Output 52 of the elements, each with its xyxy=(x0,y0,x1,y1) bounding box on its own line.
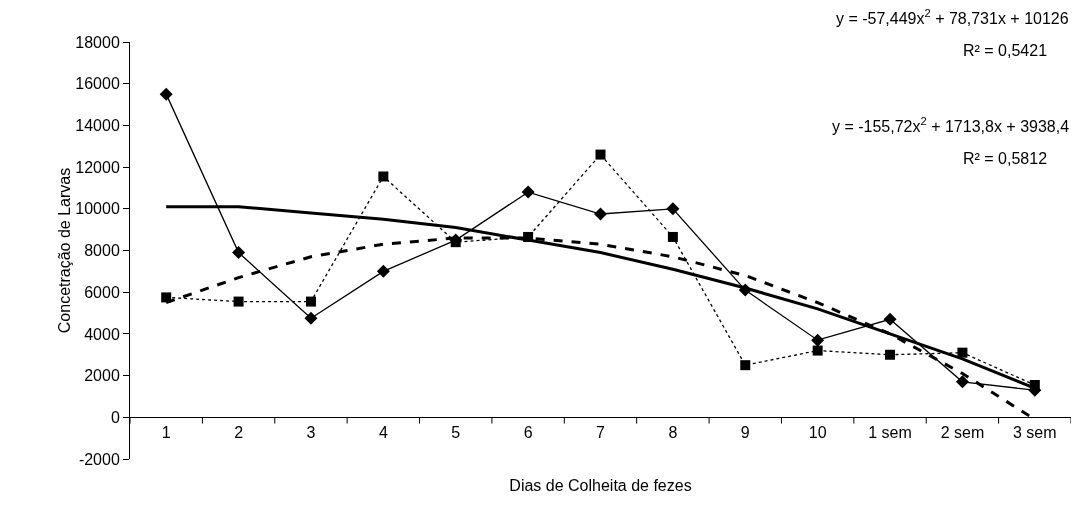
x-tick-label: 4 xyxy=(378,423,388,441)
y-axis-title: Concetração de Larvas xyxy=(56,167,74,334)
y-tick-label: -2000 xyxy=(78,450,120,468)
x-tick-label: 6 xyxy=(523,423,533,441)
point xyxy=(521,185,535,199)
text: y = -57,449x$^{2}$ + 78,731x + 10126 xyxy=(836,7,1069,27)
x-tick-label: 1 sem xyxy=(868,423,912,441)
x-tick-label: 10 xyxy=(808,423,827,441)
point xyxy=(304,311,318,325)
point xyxy=(594,207,607,221)
x-tick-label: 7 xyxy=(596,423,606,441)
x-tick-label: 9 xyxy=(740,423,750,441)
x-tick-label: 8 xyxy=(668,423,678,441)
point xyxy=(666,202,680,216)
point xyxy=(738,283,752,297)
point xyxy=(883,312,897,326)
x-axis-title: Dias de Colheita de fezes xyxy=(509,477,692,495)
point xyxy=(811,333,825,347)
point xyxy=(885,349,896,360)
point xyxy=(305,296,316,307)
point xyxy=(955,375,969,389)
point xyxy=(812,345,823,356)
annotation: R² = 0,5421 xyxy=(963,42,1048,59)
annotation: y = -155,72x$^{2}$ + 1713,8x + 3938,4 xyxy=(832,115,1070,135)
point xyxy=(159,87,173,101)
x-tick-label: 1 xyxy=(161,423,171,441)
point xyxy=(740,360,751,371)
x-tick-label: 3 sem xyxy=(1013,423,1057,441)
x-tick-label: 2 sem xyxy=(940,423,985,441)
point xyxy=(232,246,246,260)
point xyxy=(233,296,244,307)
point xyxy=(161,292,172,303)
point xyxy=(523,231,534,242)
annotation: R² = 0,5812 xyxy=(963,150,1048,167)
y-tick-label: 10000 xyxy=(75,200,120,218)
x-tick-label: 3 xyxy=(306,423,316,441)
point xyxy=(376,264,390,278)
y-tick-label: 0 xyxy=(110,408,120,426)
x-tick-label: 2 xyxy=(234,423,244,441)
y-tick-label: 8000 xyxy=(84,242,120,260)
y-tick-label: 2000 xyxy=(84,367,120,385)
point xyxy=(378,171,389,182)
y-tick-label: 6000 xyxy=(84,283,120,301)
point xyxy=(667,231,678,242)
y-tick-label: 14000 xyxy=(75,117,120,134)
point xyxy=(957,347,968,358)
y-tick-label: 12000 xyxy=(75,158,120,176)
point xyxy=(595,149,606,160)
x-tick-label: 5 xyxy=(451,423,461,441)
y-tick-label: 18000 xyxy=(75,33,120,51)
y-tick-label: 16000 xyxy=(75,75,120,93)
y-tick-label: 4000 xyxy=(84,325,120,343)
